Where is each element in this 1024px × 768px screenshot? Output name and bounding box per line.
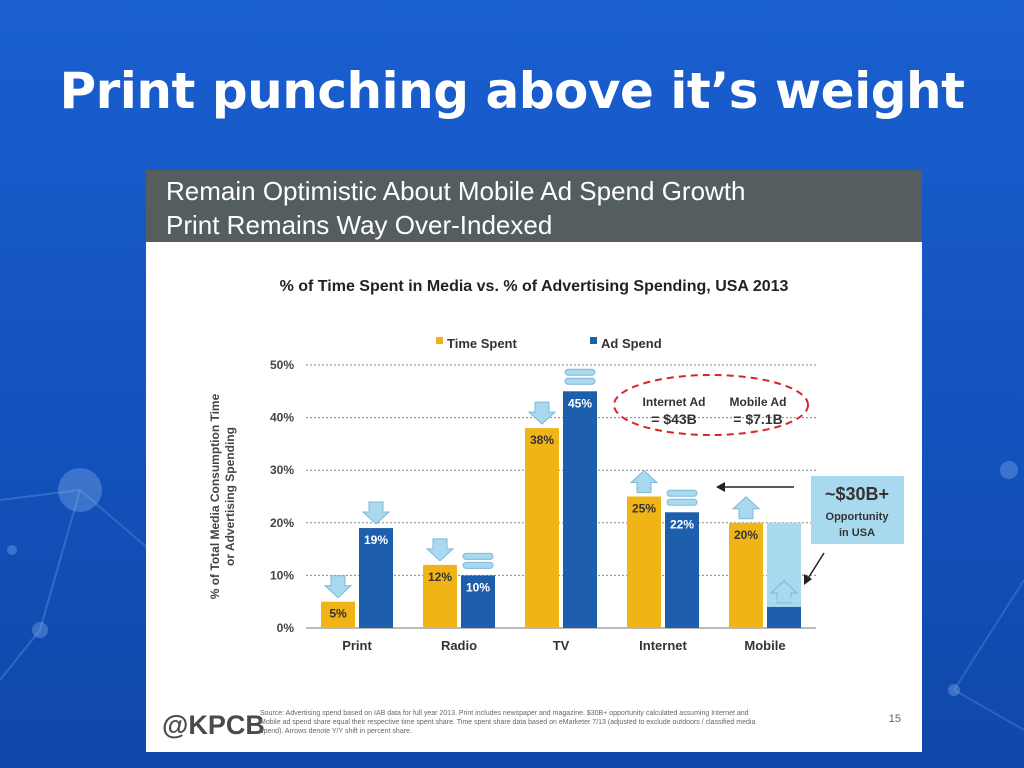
chart-svg: % of Time Spent in Media vs. % of Advert…	[146, 170, 922, 752]
down-arrow-icon	[363, 502, 389, 524]
bar-ad-spend	[767, 607, 801, 628]
x-tick-label: TV	[553, 638, 570, 653]
kpcb-logo: @KPCB	[162, 710, 265, 740]
flat-marker-icon	[565, 369, 595, 375]
bar-data-label: 19%	[364, 533, 388, 547]
mobile-ad-annotation: = $7.1B	[733, 411, 782, 427]
up-arrow-icon	[733, 497, 759, 519]
bar-data-label: 10%	[466, 580, 490, 594]
legend-label: Ad Spend	[601, 336, 662, 351]
bar-time-spent	[627, 497, 661, 629]
bar-data-label: 22%	[670, 517, 694, 531]
bar-data-label: 12%	[428, 570, 452, 584]
flat-marker-icon	[463, 562, 493, 568]
opportunity-annotation: Opportunity	[826, 511, 890, 523]
opportunity-annotation: in USA	[839, 527, 875, 539]
x-tick-label: Radio	[441, 638, 477, 653]
down-arrow-icon	[325, 576, 351, 598]
bar-ad-spend	[563, 391, 597, 628]
x-tick-label: Mobile	[744, 638, 785, 653]
y-tick-label: 50%	[270, 358, 294, 372]
network-decoration-left	[0, 430, 150, 768]
y-tick-label: 20%	[270, 516, 294, 530]
arrowhead-icon	[716, 482, 725, 492]
internet-ad-annotation: Internet Ad	[643, 395, 706, 409]
y-tick-label: 0%	[277, 621, 295, 635]
internet-ad-annotation: = $43B	[651, 411, 697, 427]
y-axis-label: or Advertising Spending	[223, 427, 237, 566]
source-note: spend). Arrows denote Y/Y shift in perce…	[260, 728, 412, 735]
flat-marker-icon	[565, 378, 595, 384]
bar-data-label: 45%	[568, 396, 592, 410]
bar-data-label: 25%	[632, 502, 656, 516]
mobile-ad-annotation: Mobile Ad	[730, 395, 787, 409]
flat-marker-icon	[667, 490, 697, 496]
chart-title: % of Time Spent in Media vs. % of Advert…	[280, 278, 789, 295]
flat-marker-icon	[463, 553, 493, 559]
bar-data-label: 5%	[329, 607, 347, 621]
y-tick-label: 30%	[270, 463, 294, 477]
down-arrow-icon	[427, 539, 453, 561]
page-number: 15	[889, 713, 901, 725]
legend-swatch	[436, 337, 443, 344]
x-tick-label: Internet	[639, 638, 687, 653]
chart-card: Remain Optimistic About Mobile Ad Spend …	[146, 170, 922, 752]
flat-marker-icon	[667, 499, 697, 505]
legend-swatch	[590, 337, 597, 344]
bar-data-label: 38%	[530, 433, 554, 447]
x-tick-label: Print	[342, 638, 372, 653]
bar-time-spent	[525, 428, 559, 628]
opportunity-annotation: ~$30B+	[825, 484, 889, 504]
source-note: Source: Advertising spend based on IAB d…	[260, 710, 749, 717]
source-note: Mobile ad spend share equal their respec…	[260, 719, 755, 726]
legend-label: Time Spent	[447, 336, 518, 351]
opportunity-arrow	[807, 553, 824, 580]
y-tick-label: 40%	[270, 411, 294, 425]
y-tick-label: 10%	[270, 568, 294, 582]
y-axis-label: % of Total Media Consumption Time	[208, 393, 222, 599]
up-arrow-icon	[631, 471, 657, 493]
slide-title: Print punching above it’s weight	[0, 62, 1024, 120]
down-arrow-icon	[529, 402, 555, 424]
bar-data-label: 20%	[734, 528, 758, 542]
